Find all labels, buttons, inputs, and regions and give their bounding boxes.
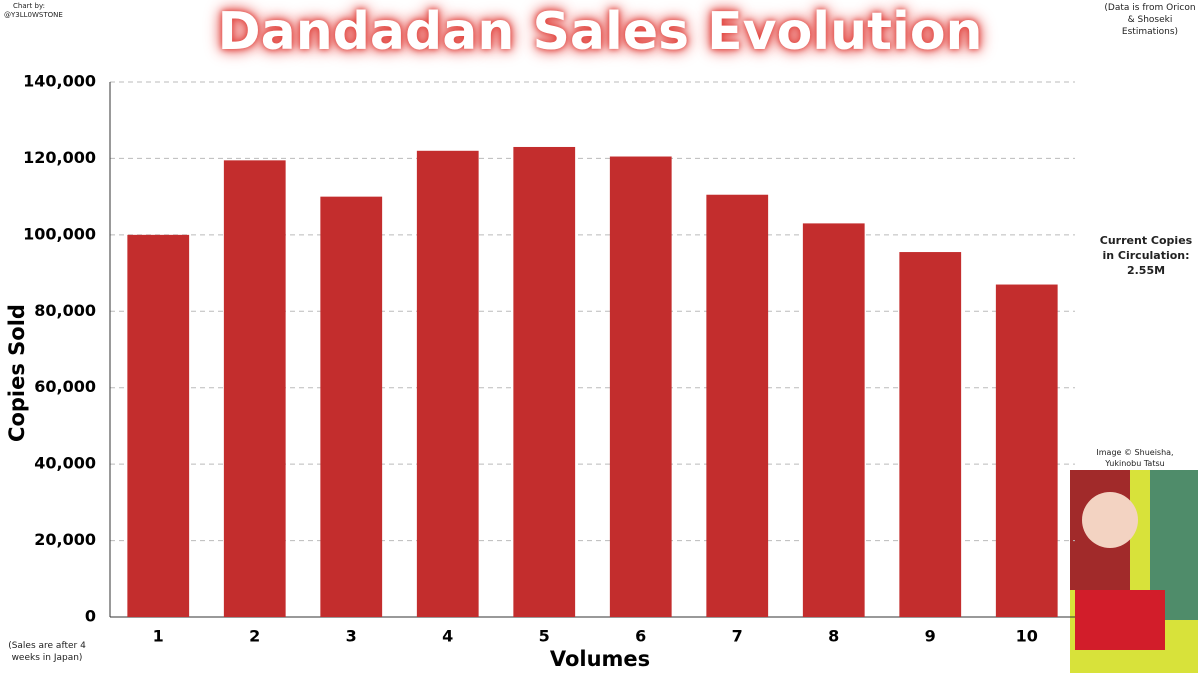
x-axis-label: Volumes	[550, 647, 650, 671]
bar	[127, 234, 190, 617]
bar	[223, 160, 286, 617]
y-tick-label: 60,000	[34, 377, 96, 396]
credit-line: Chart by:	[13, 2, 45, 10]
bar	[513, 146, 576, 617]
y-tick-label: 120,000	[23, 148, 96, 167]
x-tick-label: 9	[925, 627, 936, 646]
x-tick-label: 6	[635, 627, 646, 646]
cover-face	[1082, 492, 1138, 548]
bar	[320, 196, 383, 617]
x-tick-label: 2	[249, 627, 260, 646]
y-axis-label: Copies Sold	[5, 304, 29, 442]
x-tick-label: 5	[539, 627, 550, 646]
bar	[416, 150, 479, 618]
y-tick-label: 100,000	[23, 224, 96, 243]
bar	[995, 284, 1058, 617]
bar	[899, 252, 962, 617]
chart-title: Dandadan Sales Evolution	[217, 2, 983, 62]
source-note: (Data is from Oricon & Shoseki Estimatio…	[1104, 3, 1196, 38]
y-tick-label: 0	[85, 607, 96, 626]
image-credit: Image © Shueisha, Yukinobu Tatsu	[1096, 448, 1174, 468]
circulation-note: Current Copies in Circulation: 2.55M	[1099, 234, 1193, 277]
bar	[609, 156, 672, 617]
sales-note: (Sales are after 4 weeks in Japan)	[8, 641, 86, 664]
y-tick-label: 20,000	[34, 530, 96, 549]
y-tick-label: 140,000	[23, 72, 96, 91]
x-tick-label: 10	[1016, 627, 1038, 646]
x-tick-label: 7	[732, 627, 743, 646]
bar	[802, 223, 865, 617]
x-tick-label: 1	[153, 627, 164, 646]
cover-image	[1070, 470, 1198, 673]
credit-line: @Y3LL0WSTONE	[4, 11, 63, 20]
cover-logo	[1075, 590, 1165, 650]
y-tick-label: 80,000	[34, 301, 96, 320]
bar	[706, 194, 769, 617]
y-tick-label: 40,000	[34, 454, 96, 473]
credit: Chart by: @Y3LL0WSTONE	[4, 2, 63, 21]
x-tick-label: 3	[346, 627, 357, 646]
x-tick-label: 8	[828, 627, 839, 646]
x-tick-label: 4	[442, 627, 453, 646]
